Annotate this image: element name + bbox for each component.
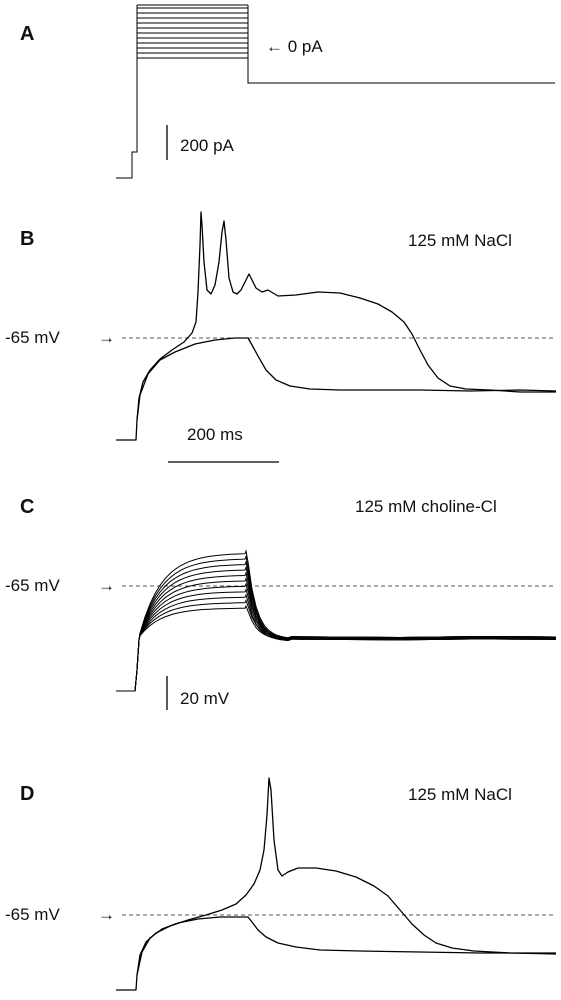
- panel-a-baseline-trace: [116, 5, 555, 179]
- panel-c-letter: C: [20, 496, 34, 518]
- panel-b-spiking-trace: [116, 211, 556, 441]
- panel-d-rest-arrow: →: [98, 905, 115, 924]
- voltage-trace: [116, 576, 557, 692]
- panel-d-subthreshold-trace: [136, 916, 556, 976]
- panel-c: C 125 mM choline-Cl -65 mV → 20 mV: [5, 496, 557, 710]
- panel-d-spiking-trace: [116, 777, 557, 991]
- panel-b-time-scale-label: 200 ms: [187, 425, 243, 444]
- panel-a: A ← 0 pA 200 pA: [20, 4, 555, 179]
- panel-b-subthreshold-trace: [136, 337, 557, 421]
- panel-b-condition: 125 mM NaCl: [408, 231, 512, 250]
- panel-d: D 125 mM NaCl -65 mV →: [5, 777, 557, 991]
- voltage-trace: [116, 604, 557, 692]
- panel-b-letter: B: [20, 228, 34, 250]
- panel-c-rest-label: -65 mV: [5, 576, 60, 595]
- panel-c-condition: 125 mM choline-Cl: [355, 497, 497, 516]
- panel-a-letter: A: [20, 23, 34, 45]
- panel-d-rest-label: -65 mV: [5, 905, 60, 924]
- voltage-trace: [116, 587, 557, 692]
- voltage-trace: [116, 560, 557, 692]
- panel-b-rest-arrow: →: [98, 328, 115, 347]
- panel-c-rest-arrow: →: [98, 576, 115, 595]
- panel-c-scale-label: 20 mV: [180, 689, 230, 708]
- panel-d-letter: D: [20, 783, 34, 805]
- voltage-trace: [116, 593, 557, 692]
- panel-d-condition: 125 mM NaCl: [408, 785, 512, 804]
- panel-b: B 125 mM NaCl -65 mV → 200 ms: [5, 211, 557, 463]
- panel-a-zero-marker: ← 0 pA: [266, 37, 323, 56]
- panel-b-rest-label: -65 mV: [5, 328, 60, 347]
- voltage-trace: [116, 571, 557, 692]
- panel-a-current-steps: [137, 4, 248, 59]
- voltage-trace: [116, 599, 557, 692]
- voltage-trace: [116, 554, 557, 692]
- panel-a-scale-label: 200 pA: [180, 136, 235, 155]
- panel-c-voltage-family: [116, 549, 557, 692]
- voltage-trace: [116, 549, 557, 692]
